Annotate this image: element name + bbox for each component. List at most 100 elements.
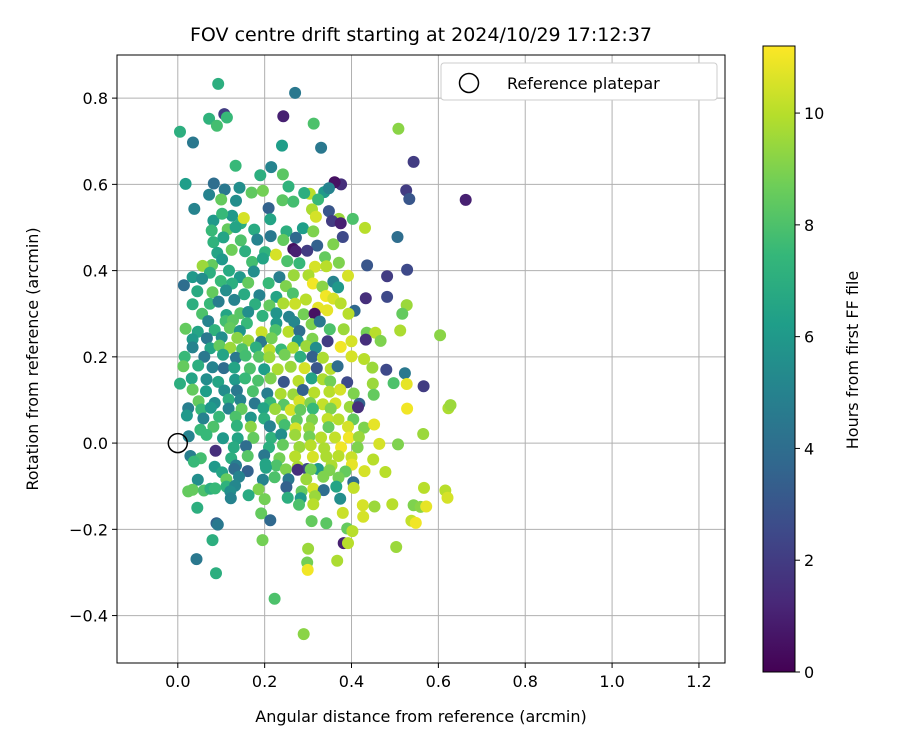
data-point [179, 322, 192, 335]
data-point [274, 387, 287, 400]
data-point [250, 341, 262, 354]
legend-entry-reference-platepar: Reference platepar [507, 74, 660, 93]
data-point [301, 563, 314, 576]
data-point [265, 431, 278, 444]
data-point [292, 375, 305, 387]
data-point [302, 542, 315, 555]
data-point [358, 353, 371, 365]
data-point [309, 260, 321, 273]
data-point [182, 485, 195, 498]
data-point [403, 193, 416, 205]
data-point [174, 125, 186, 138]
data-point [190, 553, 203, 566]
data-point [332, 450, 345, 462]
data-point [228, 361, 241, 374]
data-point [277, 297, 290, 310]
data-point [327, 238, 340, 251]
data-point [271, 363, 284, 376]
data-point [316, 280, 329, 293]
data-point [269, 403, 282, 415]
data-point [244, 411, 257, 424]
data-point [260, 461, 272, 474]
data-point [187, 455, 200, 468]
data-point [367, 453, 380, 466]
data-point [200, 385, 212, 398]
legend-box [440, 62, 718, 101]
x-tick-label: 0.8 [513, 672, 538, 691]
data-point [441, 491, 454, 504]
data-point [303, 422, 315, 434]
data-point [218, 384, 231, 397]
data-point [202, 315, 215, 328]
legend: Reference platepar [440, 62, 718, 101]
chart-title: FOV centre drift starting at 2024/10/29 … [190, 24, 652, 46]
colorbar-tick-label: 10 [804, 104, 824, 123]
data-point [331, 360, 344, 373]
data-point [207, 214, 220, 227]
data-point [180, 409, 193, 422]
data-point [342, 537, 354, 550]
data-point [270, 307, 283, 320]
data-point [222, 393, 235, 406]
data-point [257, 402, 270, 415]
data-point [297, 308, 310, 321]
data-point [210, 567, 222, 580]
data-point [380, 363, 393, 376]
data-point [367, 388, 380, 401]
data-point [300, 340, 313, 353]
data-point [230, 419, 243, 432]
data-point [317, 484, 330, 497]
data-point [418, 481, 430, 494]
colorbar [762, 45, 796, 673]
data-point [206, 286, 219, 299]
data-point [251, 233, 264, 246]
x-tick-label: 0.0 [165, 672, 190, 691]
data-point [247, 265, 260, 278]
colorbar-tick-label: 0 [804, 663, 814, 682]
y-axis-label: Rotation from reference (arcmin) [23, 227, 42, 490]
data-point [265, 332, 278, 345]
data-point [261, 387, 274, 400]
data-point [301, 244, 314, 257]
data-point [174, 377, 186, 390]
data-point [246, 256, 259, 268]
data-point [366, 361, 379, 374]
data-point [256, 252, 269, 265]
data-point [239, 372, 252, 385]
data-point [392, 122, 405, 135]
data-point [256, 184, 269, 197]
data-point [309, 210, 322, 223]
y-tick-label: 0.2 [83, 348, 108, 367]
data-point [243, 362, 256, 375]
data-point [240, 317, 253, 330]
data-point [307, 117, 320, 130]
data-point [401, 263, 414, 276]
data-point [417, 428, 430, 440]
data-point [226, 209, 239, 222]
x-axis-label: Angular distance from reference (arcmin) [255, 707, 586, 726]
data-point [366, 377, 379, 390]
data-point [223, 264, 235, 277]
data-point [373, 437, 386, 450]
data-point [334, 297, 347, 310]
y-tick-label: 0.0 [83, 434, 108, 453]
data-point [368, 418, 381, 431]
data-point [225, 243, 238, 256]
data-point [200, 373, 213, 386]
data-point [289, 86, 302, 99]
data-point [331, 554, 344, 567]
data-point [299, 293, 312, 306]
y-axis-ticks: −0.4 −0.2 0.0 0.2 0.4 0.6 0.8 [69, 89, 117, 626]
data-point [253, 289, 266, 302]
x-axis-ticks: 0.0 0.2 0.4 0.6 0.8 1.0 1.2 [165, 663, 712, 691]
data-point [312, 193, 325, 206]
data-point [286, 341, 299, 354]
data-point [276, 194, 289, 207]
colorbar-tick-label: 2 [804, 551, 814, 570]
data-point [316, 351, 329, 364]
data-point [329, 431, 341, 444]
data-point [293, 498, 305, 511]
x-tick-label: 1.2 [686, 672, 711, 691]
data-point [265, 161, 278, 174]
